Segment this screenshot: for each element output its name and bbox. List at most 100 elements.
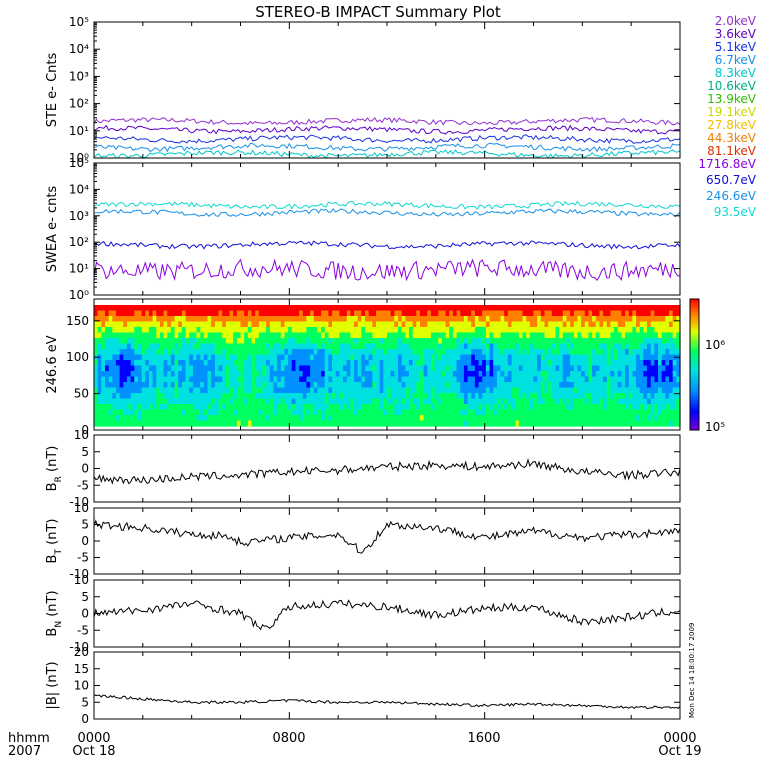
heatmap-cell bbox=[233, 382, 238, 389]
heatmap-cell bbox=[551, 360, 557, 367]
heatmap-cell bbox=[101, 321, 106, 328]
heatmap-cell bbox=[266, 409, 271, 416]
heatmap-cell bbox=[669, 332, 674, 339]
y-tick-label: 0 bbox=[81, 423, 89, 437]
heatmap-cell bbox=[654, 376, 659, 383]
heatmap-cell bbox=[581, 316, 586, 323]
heatmap-cell bbox=[405, 376, 410, 383]
heatmap-cell bbox=[251, 382, 256, 389]
heatmap-cell bbox=[280, 310, 286, 317]
heatmap-cell bbox=[584, 409, 590, 416]
heatmap-cell bbox=[284, 409, 289, 416]
heatmap-cell bbox=[251, 354, 256, 361]
heatmap-cell bbox=[222, 365, 227, 372]
heatmap-cell bbox=[368, 327, 373, 334]
heatmap-cell bbox=[577, 365, 582, 372]
heatmap-cell bbox=[174, 354, 179, 361]
heatmap-cell bbox=[548, 310, 553, 317]
heatmap-cell bbox=[614, 305, 619, 312]
heatmap-cell bbox=[115, 387, 121, 394]
heatmap-cell bbox=[123, 420, 128, 427]
heatmap-cell bbox=[489, 398, 494, 405]
heatmap-cell bbox=[588, 305, 593, 312]
heatmap-cell bbox=[493, 382, 498, 389]
heatmap-cell bbox=[463, 360, 469, 367]
heatmap-cell bbox=[321, 371, 326, 378]
heatmap-cell bbox=[438, 420, 443, 427]
heatmap-cell bbox=[306, 387, 311, 394]
heatmap-cell bbox=[174, 338, 179, 345]
heatmap-cell bbox=[137, 360, 143, 367]
heatmap-cell bbox=[185, 409, 190, 416]
heatmap-cell bbox=[526, 376, 531, 383]
heatmap-cell bbox=[471, 371, 476, 378]
heatmap-cell bbox=[540, 321, 546, 328]
heatmap-cell bbox=[621, 365, 626, 372]
heatmap-cell bbox=[603, 365, 608, 372]
heatmap-cell bbox=[328, 398, 333, 405]
heatmap-cell bbox=[449, 382, 454, 389]
heatmap-cell bbox=[496, 349, 502, 356]
heatmap-cell bbox=[174, 398, 179, 405]
heatmap-cell bbox=[299, 360, 304, 367]
heatmap-cell bbox=[559, 332, 564, 339]
time-tick-1: 0800 bbox=[272, 731, 305, 746]
heatmap-cell bbox=[599, 398, 604, 405]
series-line-6.7keV bbox=[93, 142, 681, 153]
heatmap-cell bbox=[551, 376, 557, 383]
heatmap-cell bbox=[401, 321, 406, 328]
heatmap-cell bbox=[167, 415, 172, 422]
heatmap-cell bbox=[357, 305, 362, 312]
heatmap-cell bbox=[372, 409, 377, 416]
heatmap-cell bbox=[332, 321, 337, 328]
heatmap-cell bbox=[445, 332, 450, 339]
heatmap-cell bbox=[452, 371, 458, 378]
legend-ste-6: 13.9keV bbox=[707, 92, 757, 106]
heatmap-cell bbox=[119, 360, 124, 367]
heatmap-cell bbox=[621, 327, 626, 334]
heatmap-cell bbox=[423, 321, 428, 328]
heatmap-cell bbox=[368, 305, 373, 312]
heatmap-cell bbox=[108, 387, 113, 394]
heatmap-cell bbox=[376, 371, 381, 378]
heatmap-cell bbox=[401, 327, 406, 334]
heatmap-cell bbox=[592, 327, 597, 334]
heatmap-cell bbox=[544, 321, 549, 328]
heatmap-cell bbox=[390, 398, 395, 405]
heatmap-cell bbox=[632, 415, 637, 422]
heatmap-cell bbox=[628, 327, 633, 334]
heatmap-cell bbox=[537, 327, 542, 334]
heatmap-cell bbox=[496, 409, 502, 416]
heatmap-cell bbox=[423, 376, 428, 383]
heatmap-cell bbox=[401, 409, 406, 416]
heatmap-cell bbox=[562, 415, 568, 422]
heatmap-cell bbox=[167, 349, 172, 356]
heatmap-cell bbox=[361, 404, 366, 411]
heatmap-cell bbox=[559, 321, 564, 328]
heatmap-cell bbox=[423, 420, 428, 427]
heatmap-cell bbox=[207, 343, 212, 350]
heatmap-cell bbox=[529, 327, 535, 334]
heatmap-cell bbox=[566, 404, 571, 411]
heatmap-cell bbox=[233, 316, 238, 323]
heatmap-cell bbox=[244, 305, 249, 312]
heatmap-cell bbox=[350, 332, 355, 339]
heatmap-cell bbox=[463, 305, 469, 312]
heatmap-cell bbox=[390, 404, 395, 411]
heatmap-cell bbox=[544, 338, 549, 345]
heatmap-cell bbox=[650, 354, 655, 361]
heatmap-cell bbox=[427, 387, 432, 394]
heatmap-cell bbox=[562, 420, 568, 427]
heatmap-cell bbox=[379, 365, 384, 372]
heatmap-cell bbox=[306, 371, 311, 378]
heatmap-cell bbox=[280, 404, 286, 411]
heatmap-cell bbox=[533, 332, 538, 339]
heatmap-cell bbox=[650, 387, 655, 394]
heatmap-cell bbox=[603, 316, 608, 323]
heatmap-cell bbox=[537, 404, 542, 411]
heatmap-cell bbox=[258, 343, 264, 350]
heatmap-cell bbox=[233, 354, 238, 361]
heatmap-cell bbox=[339, 338, 344, 345]
heatmap-cell bbox=[511, 305, 516, 312]
heatmap-cell bbox=[94, 376, 99, 383]
